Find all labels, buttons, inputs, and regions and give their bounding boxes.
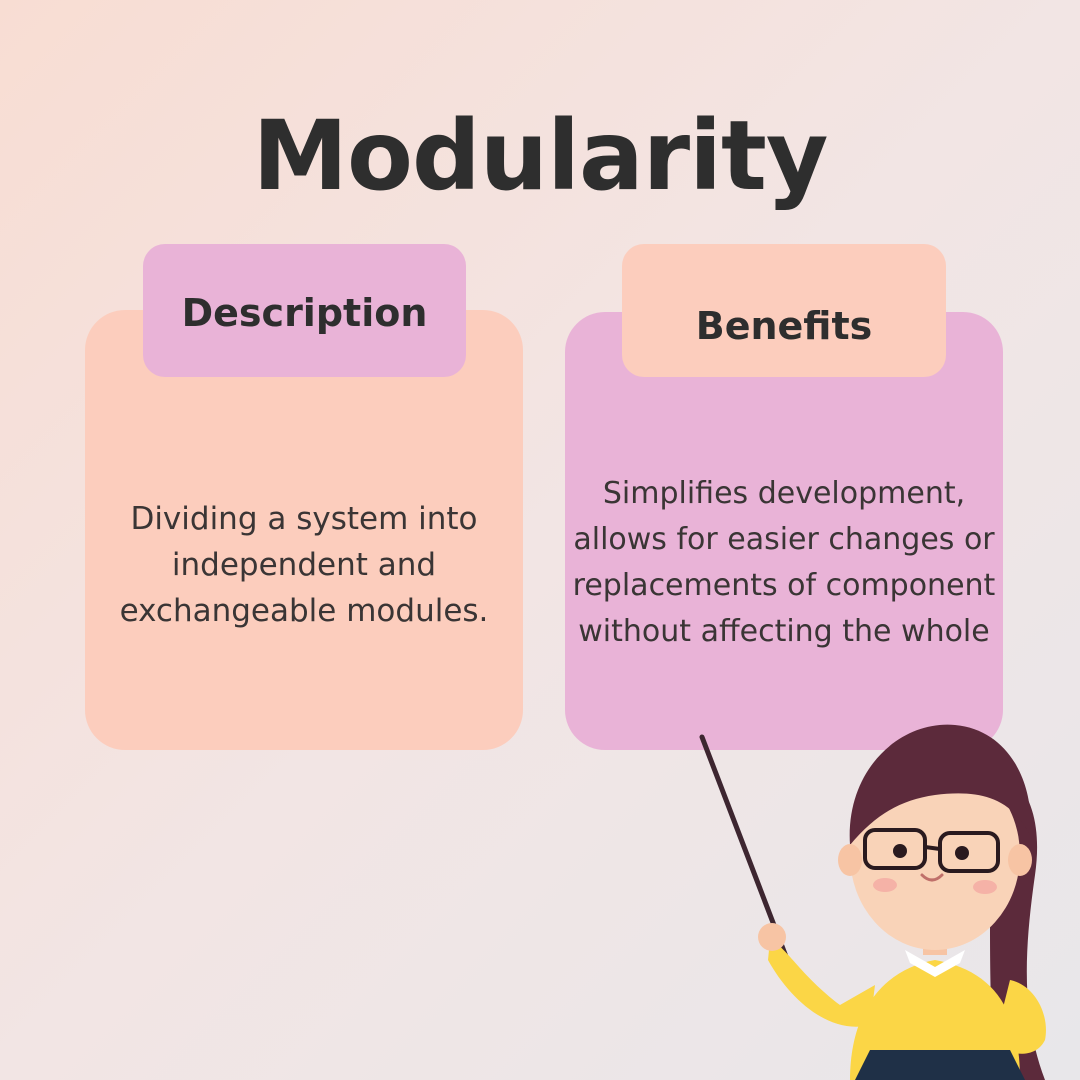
- benefits-heading: Benefits: [622, 244, 946, 377]
- teacher-illustration: [699, 724, 1046, 1080]
- benefits-text: Simplifies development, allows for easie…: [572, 475, 996, 649]
- benefits-card: [565, 312, 1003, 750]
- page-title: Modularity: [252, 100, 829, 212]
- description-heading: Description: [143, 244, 466, 377]
- description-card: [85, 310, 523, 750]
- description-text: Dividing a system into independent and e…: [119, 501, 489, 629]
